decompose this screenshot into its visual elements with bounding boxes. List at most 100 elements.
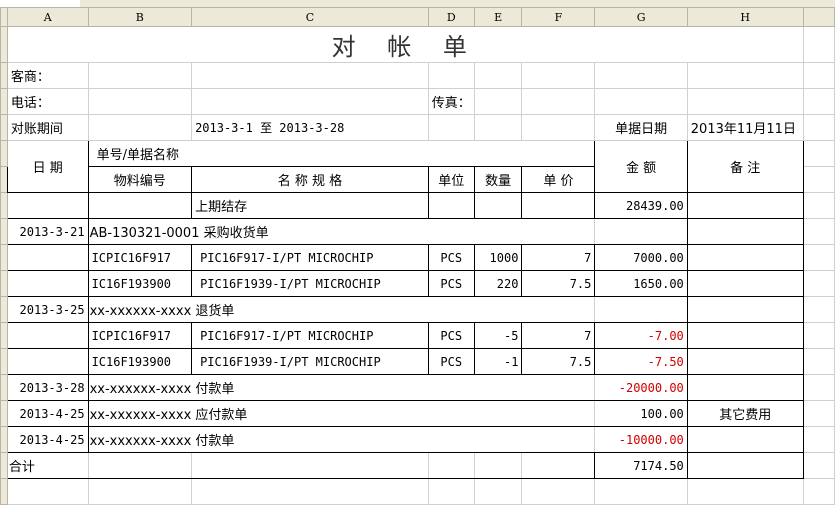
item-code[interactable]: ICPIC16F917 [87,322,193,349]
sheet-title[interactable]: 对 帐 单 [6,26,804,63]
line-date[interactable] [6,244,89,271]
row-header[interactable] [0,348,8,375]
header-amount[interactable]: 金 额 [594,140,688,193]
opening-amount[interactable]: 28439.00 [594,192,688,219]
line-date[interactable] [6,270,89,297]
header-item-code[interactable]: 物料编号 [87,166,193,193]
item-amount[interactable]: -7.00 [594,322,688,349]
entry-doc[interactable]: AB-130321-0001 采购收货单 [87,218,596,245]
col-header-d[interactable]: D [427,7,475,27]
item-code[interactable]: IC16F193900 [87,270,193,297]
cell[interactable] [802,400,835,427]
item-qty[interactable]: 220 [473,270,523,297]
line-date[interactable] [6,322,89,349]
entry-remark[interactable] [686,296,804,323]
cell[interactable] [802,270,835,297]
row-header[interactable] [0,400,8,427]
header-remark[interactable]: 备 注 [686,140,804,193]
period-label[interactable]: 对账期间 [6,114,89,141]
item-price[interactable]: 7.5 [521,270,596,297]
entry-remark[interactable]: 其它费用 [686,400,804,427]
total-amount[interactable]: 7174.50 [594,452,688,479]
item-name[interactable]: PIC16F1939-I/PT MICROCHIP [191,270,429,297]
entry-amount[interactable] [594,296,688,323]
item-name[interactable]: PIC16F917-I/PT MICROCHIP [191,322,429,349]
entry-date[interactable]: 2013-4-25 [6,426,89,453]
header-name-spec[interactable]: 名 称 规 格 [191,166,429,193]
item-remark[interactable] [686,322,804,349]
item-remark[interactable] [686,270,804,297]
entry-doc[interactable]: xx-xxxxxx-xxxx 退货单 [87,296,596,323]
cell[interactable] [802,296,835,323]
entry-doc[interactable]: xx-xxxxxx-xxxx 应付款单 [87,400,596,427]
cell[interactable] [802,322,835,349]
cell[interactable] [802,348,835,375]
entry-remark[interactable] [686,374,804,401]
item-unit[interactable]: PCS [427,348,475,375]
item-name[interactable]: PIC16F1939-I/PT MICROCHIP [191,348,429,375]
col-header-c[interactable]: C [191,7,429,27]
item-amount[interactable]: 1650.00 [594,270,688,297]
entry-doc[interactable]: xx-xxxxxx-xxxx 付款单 [87,426,596,453]
header-doc[interactable]: 单号/单据名称 [87,140,596,167]
entry-date[interactable]: 2013-3-25 [6,296,89,323]
item-remark[interactable] [686,244,804,271]
row-header[interactable] [0,322,8,349]
row-header[interactable] [0,244,8,271]
entry-date[interactable]: 2013-4-25 [6,400,89,427]
item-unit[interactable]: PCS [427,322,475,349]
item-qty[interactable]: -5 [473,322,523,349]
entry-amount[interactable]: -20000.00 [594,374,688,401]
entry-amount[interactable]: 100.00 [594,400,688,427]
item-code[interactable]: IC16F193900 [87,348,193,375]
line-date[interactable] [6,348,89,375]
row-header[interactable] [0,296,8,323]
entry-remark[interactable] [686,218,804,245]
item-unit[interactable]: PCS [427,244,475,271]
item-amount[interactable]: 7000.00 [594,244,688,271]
cell[interactable] [802,244,835,271]
entry-date[interactable]: 2013-3-28 [6,374,89,401]
header-qty[interactable]: 数量 [473,166,523,193]
spreadsheet-grid[interactable]: A B C D E F G H 对 帐 单 客商： 电话： 传真： 对账期间 201… [0,7,835,505]
col-header-h[interactable]: H [686,7,804,27]
cell[interactable] [802,426,835,453]
row-header[interactable] [0,374,8,401]
entry-date[interactable]: 2013-3-21 [6,218,89,245]
header-price[interactable]: 单 价 [521,166,596,193]
entry-amount[interactable]: -10000.00 [594,426,688,453]
row-header[interactable] [0,426,8,453]
entry-doc[interactable]: xx-xxxxxx-xxxx 付款单 [87,374,596,401]
header-date[interactable]: 日 期 [6,140,89,193]
item-price[interactable]: 7.5 [521,348,596,375]
col-header-e[interactable]: E [473,7,523,27]
cell[interactable] [802,374,835,401]
total-label[interactable]: 合计 [6,452,89,479]
row-header[interactable] [0,218,8,245]
period-value[interactable]: 2013-3-1 至 2013-3-28 [191,114,429,141]
item-name[interactable]: PIC16F917-I/PT MICROCHIP [191,244,429,271]
col-header-f[interactable]: F [521,7,596,27]
entry-remark[interactable] [686,426,804,453]
item-price[interactable]: 7 [521,244,596,271]
col-header-g[interactable]: G [594,7,688,27]
fax-label[interactable]: 传真： [427,88,475,115]
customer-label[interactable]: 客商： [6,62,89,89]
item-code[interactable]: ICPIC16F917 [87,244,193,271]
col-header-b[interactable]: B [87,7,193,27]
opening-label[interactable]: 上期结存 [191,192,429,219]
item-qty[interactable]: 1000 [473,244,523,271]
item-qty[interactable]: -1 [473,348,523,375]
phone-label[interactable]: 电话： [6,88,89,115]
header-unit[interactable]: 单位 [427,166,475,193]
doc-date-label[interactable]: 单据日期 [594,114,688,141]
item-remark[interactable] [686,348,804,375]
entry-amount[interactable] [594,218,688,245]
row-header[interactable] [0,270,8,297]
doc-date-value[interactable]: 2013年11月11日 [686,114,804,141]
item-price[interactable]: 7 [521,322,596,349]
item-unit[interactable]: PCS [427,270,475,297]
col-header-a[interactable]: A [6,7,89,27]
item-amount[interactable]: -7.50 [594,348,688,375]
cell[interactable] [802,218,835,245]
